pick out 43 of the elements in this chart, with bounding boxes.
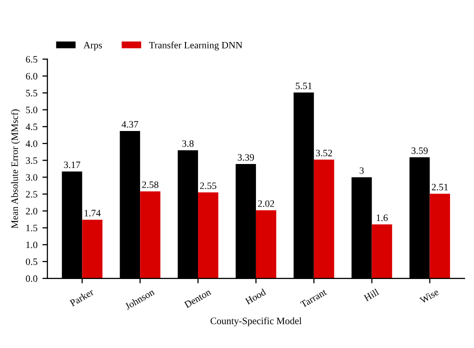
- legend-label: Transfer Learning DNN: [149, 41, 242, 50]
- data-label: 5.51: [296, 82, 312, 90]
- data-label: 4.37: [122, 121, 138, 128]
- data-label: 2.02: [258, 200, 274, 207]
- data-label: 3.8: [182, 140, 194, 147]
- text: 1.0: [26, 242, 38, 248]
- text: 6.5: [26, 56, 38, 63]
- data-label: 3.59: [412, 147, 428, 154]
- data-label: 3.39: [238, 154, 254, 161]
- x-tick-label: Wise: [419, 288, 440, 304]
- y-axis-title: Mean Absolute Error (MMscf): [11, 109, 20, 228]
- text: 4.0: [26, 140, 38, 147]
- text: 3.0: [26, 174, 38, 181]
- data-label: 3.52: [316, 150, 332, 156]
- data-label: 1.74: [84, 210, 101, 216]
- text: 1.5: [26, 224, 38, 232]
- data-label: 2.58: [142, 181, 158, 188]
- bar: [314, 160, 334, 278]
- data-label: 2.55: [200, 182, 216, 190]
- x-tick-label: Parker: [69, 288, 94, 307]
- bar: [430, 194, 450, 278]
- x-tick-label: Hill: [363, 288, 380, 302]
- bar: [82, 220, 102, 278]
- bar: [198, 192, 218, 278]
- text: 5.0: [26, 106, 38, 114]
- bar: [140, 191, 160, 278]
- data-label: 3.17: [64, 162, 80, 168]
- data-label: 3: [360, 167, 364, 174]
- text: 0.5: [26, 258, 38, 266]
- data-label: 1.6: [376, 214, 388, 222]
- text: 3.5: [26, 157, 38, 164]
- data-label: 2.51: [432, 184, 448, 190]
- x-tick-label: Hood: [244, 288, 266, 305]
- text: 2.5: [26, 191, 38, 198]
- legend-label: Arps: [83, 42, 102, 50]
- bar: [256, 210, 276, 278]
- text: 4.5: [26, 124, 38, 130]
- bar: [372, 224, 392, 278]
- text: 0.0: [26, 275, 38, 282]
- x-axis-title: County-Specific Model: [210, 317, 302, 326]
- text: 6.0: [26, 72, 38, 80]
- text: 2.0: [26, 208, 38, 214]
- text: 5.5: [26, 90, 38, 96]
